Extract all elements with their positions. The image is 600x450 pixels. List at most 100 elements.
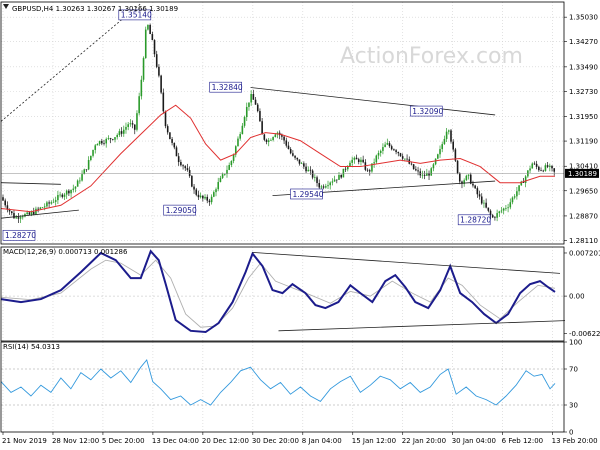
candle-body xyxy=(133,124,136,130)
candle-body xyxy=(434,158,437,165)
candle-body xyxy=(57,195,59,201)
candle-body xyxy=(59,194,61,196)
candle-body xyxy=(239,134,241,139)
candle-body xyxy=(289,149,292,154)
candle-body xyxy=(461,181,463,184)
candle-body xyxy=(379,150,382,153)
candle-body xyxy=(101,141,103,144)
panel-frame xyxy=(0,246,565,342)
candle-body xyxy=(505,208,507,209)
candle-body xyxy=(316,177,318,184)
candle-body xyxy=(395,150,397,153)
candle-body xyxy=(263,134,266,140)
candle-body xyxy=(401,156,404,159)
candle-body xyxy=(226,169,228,175)
candle-body xyxy=(393,149,395,151)
candle-body xyxy=(447,130,450,132)
candle-body xyxy=(4,200,6,206)
x-tick-label: 28 Nov 12:00 xyxy=(52,437,99,445)
candle-body xyxy=(166,126,169,133)
candle-body xyxy=(160,75,162,93)
candle-body xyxy=(404,158,406,160)
range-top-line xyxy=(0,182,61,185)
candle-body xyxy=(186,168,189,171)
price-label: 1.28720 xyxy=(460,216,491,225)
y-tick-label: 1.34270 xyxy=(569,38,598,46)
price-label-box xyxy=(163,204,197,216)
candle-body xyxy=(265,139,268,142)
candle-body xyxy=(191,175,193,187)
macd-line xyxy=(0,249,556,334)
current-price-badge xyxy=(565,168,599,178)
candle-body xyxy=(171,139,173,143)
candle-body xyxy=(164,111,167,127)
candle-body xyxy=(19,217,22,219)
candle-body xyxy=(551,165,553,169)
price-label-box xyxy=(209,81,242,93)
candle-body xyxy=(437,154,439,159)
candle-body xyxy=(494,217,496,219)
candle-body xyxy=(6,205,9,210)
candle-body xyxy=(234,146,237,155)
candle-body xyxy=(230,160,233,166)
candle-body xyxy=(307,169,310,172)
candle-body xyxy=(474,185,476,189)
candle-body xyxy=(270,139,272,141)
candle-body xyxy=(259,111,261,122)
candle-body xyxy=(118,131,121,135)
candle-body xyxy=(485,202,487,208)
candle-body xyxy=(298,159,301,164)
candle-body xyxy=(406,158,408,160)
price-label: 1.32090 xyxy=(412,107,443,116)
candle-body xyxy=(373,162,375,164)
candle-body xyxy=(83,169,86,175)
y-tick-label: 1.28110 xyxy=(569,237,598,245)
candle-body xyxy=(516,191,518,197)
panel-headers: GBPUSD,H4 1.30263 1.30267 1.30166 1.3018… xyxy=(3,5,178,351)
candle-body xyxy=(188,170,191,176)
candle-body xyxy=(538,166,540,171)
candle-body xyxy=(136,113,138,130)
candle-body xyxy=(412,164,415,170)
price-label-box xyxy=(290,188,323,200)
candle-body xyxy=(309,169,312,171)
candle-body xyxy=(127,124,129,127)
candle-body xyxy=(456,160,459,174)
candle-body xyxy=(531,163,534,169)
candle-body xyxy=(325,186,327,188)
candle-body xyxy=(296,157,299,160)
candle-body xyxy=(544,165,547,171)
candle-body xyxy=(48,202,50,204)
candle-body xyxy=(177,156,180,163)
candle-body xyxy=(496,213,498,218)
y-tick-label: 0.00 xyxy=(569,293,585,301)
candle-body xyxy=(221,174,224,178)
candle-body xyxy=(518,185,520,192)
candle-body xyxy=(511,197,514,203)
candle-body xyxy=(32,211,35,215)
price-label-box xyxy=(409,105,443,117)
candle-body xyxy=(274,134,277,138)
candle-body xyxy=(353,157,356,160)
candle-body xyxy=(349,162,351,167)
candle-body xyxy=(318,183,321,188)
candle-body xyxy=(421,174,424,176)
candle-body xyxy=(223,174,226,175)
y-tick-label: 1.31950 xyxy=(569,113,598,121)
candle-body xyxy=(428,173,430,176)
candle-body xyxy=(469,174,472,184)
candle-body xyxy=(228,165,230,170)
candle-body xyxy=(327,185,329,187)
candle-body xyxy=(63,194,66,197)
x-tick-label: 13 Feb 20:00 xyxy=(552,437,598,445)
candle-body xyxy=(311,170,314,178)
candle-body xyxy=(368,170,371,172)
candle-body xyxy=(483,202,485,204)
y-tick-label: 1.30410 xyxy=(569,163,598,171)
dropdown-triangle-icon[interactable] xyxy=(3,4,9,9)
candle-body xyxy=(149,24,151,35)
x-tick-label: 21 Nov 2019 xyxy=(2,437,47,445)
candle-body xyxy=(272,137,274,140)
candle-body xyxy=(540,170,542,171)
candle-body xyxy=(52,201,55,203)
